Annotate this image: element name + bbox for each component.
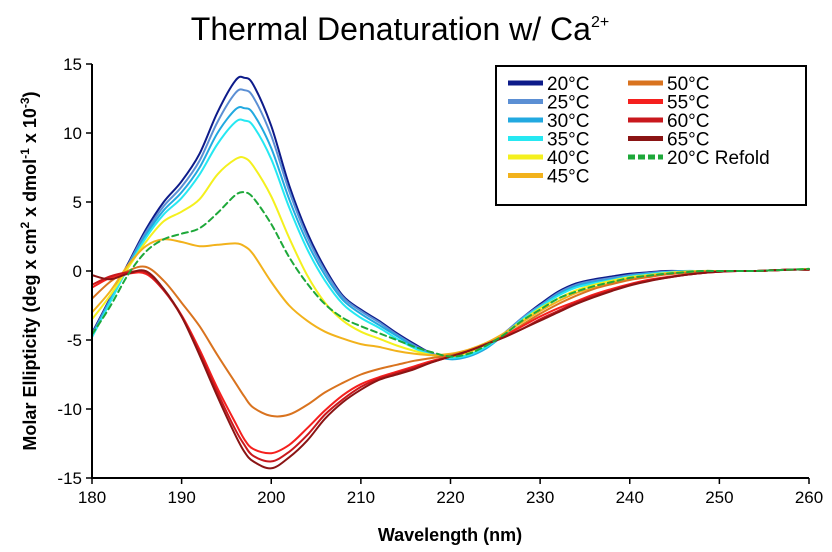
- x-tick-label: 240: [616, 488, 644, 507]
- series-line-20c-refold: [91, 191, 810, 358]
- x-tick-label: 210: [347, 488, 375, 507]
- legend-label-45c: 45°C: [547, 167, 589, 188]
- series-line-55c: [91, 268, 810, 455]
- legend-label-30c: 30°C: [547, 111, 589, 132]
- legend-label-40c: 40°C: [547, 148, 589, 169]
- series-line-65c: [91, 268, 810, 470]
- chart-title-text: Thermal Denaturation w/ Ca: [191, 11, 591, 47]
- series-line-45c: [91, 238, 810, 357]
- chart-title-superscript: 2+: [591, 14, 609, 31]
- legend-label-35c: 35°C: [547, 130, 589, 151]
- legend-box: [495, 65, 807, 206]
- chart-title: Thermal Denaturation w/ Ca2+: [191, 11, 609, 47]
- y-tick-label: 5: [73, 193, 82, 212]
- x-tick-label: 220: [436, 488, 464, 507]
- series-line-60c: [91, 268, 810, 463]
- y-axis-title: Molar Ellipticity (deg x cm2 x dmol-1 x …: [18, 91, 40, 450]
- x-tick-label: 180: [78, 488, 106, 507]
- y-tick-label: 0: [73, 262, 82, 281]
- legend-label-65c: 65°C: [667, 130, 709, 151]
- legend-label-20c: 20°C: [547, 74, 589, 95]
- y-axis-ticks: 15 10 5 0 -5 -10 -15: [57, 55, 92, 488]
- y-tick-label: -10: [57, 400, 82, 419]
- x-axis-ticks: 180 190 200 210 220 230 240 250 260: [78, 478, 823, 507]
- legend-label-25c: 25°C: [547, 93, 589, 114]
- legend: 20°C25°C30°C35°C40°C45°C 50°C55°C60°C65°C…: [495, 65, 807, 206]
- legend-label-20c-refold: 20°C Refold: [667, 148, 770, 169]
- y-tick-label: -15: [57, 469, 82, 488]
- x-tick-label: 190: [167, 488, 195, 507]
- y-tick-label: -5: [67, 331, 82, 350]
- y-tick-label: 10: [63, 124, 82, 143]
- legend-label-55c: 55°C: [667, 93, 709, 114]
- y-tick-label: 15: [63, 55, 82, 74]
- x-axis-title: Wavelength (nm): [378, 525, 522, 545]
- x-tick-label: 260: [795, 488, 823, 507]
- series-line-50c: [91, 265, 810, 418]
- x-tick-label: 230: [526, 488, 554, 507]
- plot-area: [91, 75, 810, 470]
- legend-label-50c: 50°C: [667, 74, 709, 95]
- legend-label-60c: 60°C: [667, 111, 709, 132]
- x-tick-label: 250: [705, 488, 733, 507]
- x-tick-label: 200: [257, 488, 285, 507]
